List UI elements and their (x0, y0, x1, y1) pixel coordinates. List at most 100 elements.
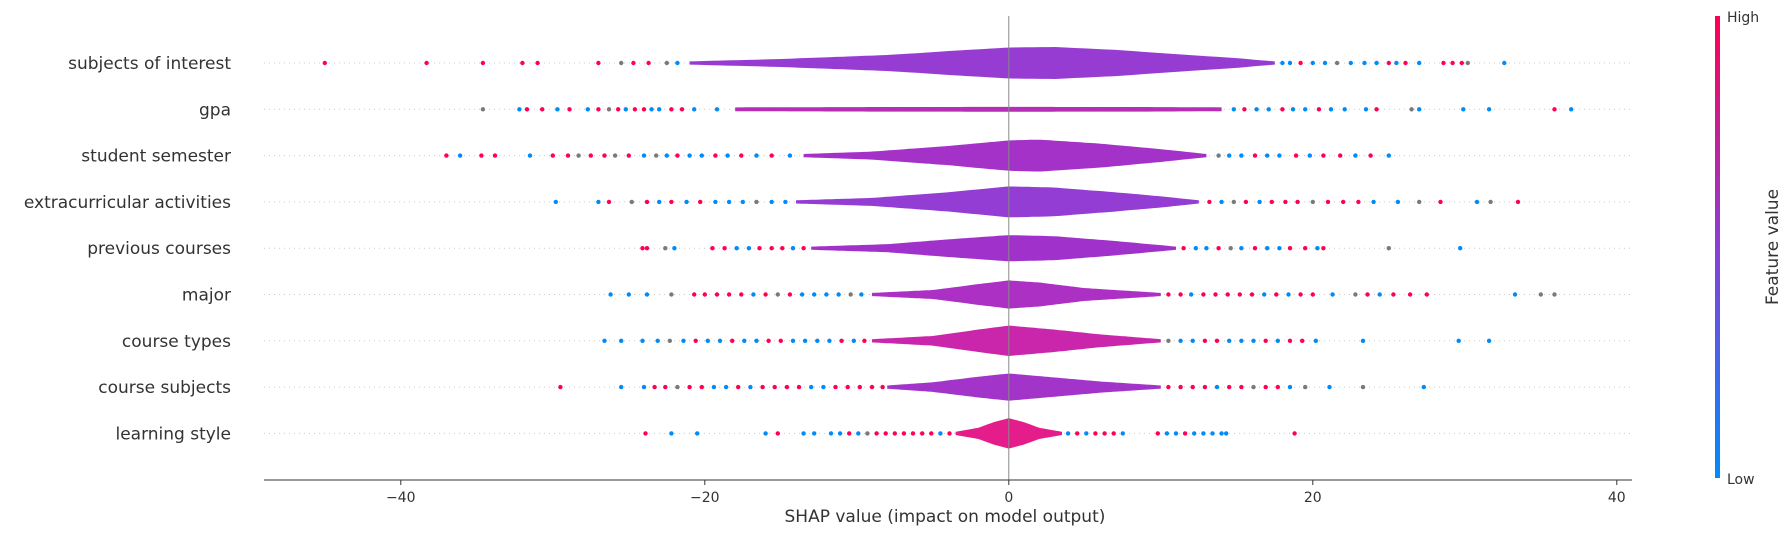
outlier-point (1231, 107, 1237, 112)
outlier-point (619, 60, 624, 66)
outlier-point (629, 199, 634, 205)
outlier-point (1227, 384, 1232, 390)
outlier-point (1316, 107, 1322, 112)
outlier-point (1251, 338, 1256, 343)
outlier-point (739, 153, 744, 158)
outlier-point (1239, 153, 1244, 158)
outlier-point (480, 60, 486, 66)
outlier-point (784, 384, 790, 390)
feature-row: course types (122, 325, 1632, 356)
outlier-point (1292, 431, 1297, 436)
outlier-point (699, 384, 704, 390)
outlier-point (602, 338, 607, 343)
outlier-point (754, 153, 759, 158)
outlier-point (1249, 292, 1255, 297)
outlier-point (1263, 338, 1268, 343)
outlier-point (558, 384, 563, 390)
outlier-point (1417, 60, 1422, 66)
outlier-point (726, 199, 732, 205)
outlier-point (553, 199, 558, 205)
outlier-point (763, 292, 768, 297)
outlier-point (1315, 246, 1320, 251)
outlier-point (717, 338, 723, 343)
outlier-point (681, 338, 686, 343)
outlier-point (1290, 107, 1296, 112)
outlier-point (1166, 292, 1171, 297)
outlier-point (1338, 153, 1343, 158)
outlier-point (1263, 384, 1268, 390)
x-axis: −40 −20 0 20 40 SHAP value (impact on model … (264, 16, 1632, 527)
outlier-point (1201, 431, 1206, 436)
outlier-point (1461, 107, 1466, 112)
outlier-point (851, 338, 856, 343)
outlier-point (1295, 199, 1300, 205)
outlier-point (1252, 246, 1258, 251)
outlier-point (947, 431, 952, 436)
outlier-point (1374, 60, 1379, 66)
outlier-point (1298, 292, 1303, 297)
outlier-point (588, 153, 593, 158)
outlier-point (1486, 338, 1492, 343)
feature-row: major (182, 280, 1632, 309)
outlier-point (809, 384, 814, 390)
outlier-point (675, 384, 680, 390)
outlier-point (479, 153, 484, 158)
outlier-point (1488, 199, 1493, 205)
outlier-point (1391, 292, 1396, 297)
outlier-point (612, 153, 618, 158)
outlier-point (1201, 292, 1206, 297)
outlier-point (540, 107, 545, 112)
outlier-point (1219, 199, 1224, 205)
outlier-point (723, 384, 729, 390)
outlier-point (663, 384, 668, 390)
outlier-point (1287, 338, 1293, 343)
feature-row: subjects of interest (68, 47, 1632, 79)
outlier-point (608, 292, 613, 297)
outlier-point (796, 384, 802, 390)
outlier-point (1192, 431, 1197, 436)
outlier-point (1552, 292, 1557, 297)
outlier-point (1190, 384, 1195, 390)
outlier-point (1360, 384, 1366, 390)
outlier-point (664, 153, 669, 158)
outlier-point (1178, 384, 1183, 390)
outlier-point (790, 246, 796, 251)
outlier-point (1307, 153, 1313, 158)
outlier-point (646, 60, 651, 66)
outlier-point (775, 292, 780, 297)
outlier-point (769, 153, 774, 158)
outlier-point (910, 431, 916, 436)
outlier-point (713, 153, 718, 158)
outlier-point (742, 338, 747, 343)
outlier-point (1353, 153, 1358, 158)
outlier-point (845, 384, 850, 390)
outlier-point (640, 338, 645, 343)
outlier-point (799, 292, 805, 297)
outlier-point (801, 431, 806, 436)
outlier-point (517, 107, 522, 112)
outlier-point (1166, 384, 1171, 390)
outlier-point (862, 338, 867, 343)
outlier-point (757, 246, 762, 251)
outlier-point (839, 338, 844, 343)
outlier-point (736, 384, 741, 390)
outlier-point (812, 292, 817, 297)
outlier-point (1386, 60, 1392, 66)
outlier-point (1407, 292, 1413, 297)
outlier-point (901, 431, 907, 436)
x-tick-label: 40 (1608, 490, 1626, 506)
colorbar-gradient (1715, 16, 1720, 478)
outlier-point (1403, 60, 1408, 66)
outlier-point (714, 292, 720, 297)
outlier-point (692, 107, 697, 112)
outlier-point (1386, 153, 1392, 158)
outlier-point (1275, 338, 1281, 343)
outlier-point (520, 60, 525, 66)
feature-label: course types (122, 332, 231, 352)
outlier-point (1120, 431, 1126, 436)
outlier-point (1360, 338, 1366, 343)
violin-body (872, 325, 1161, 356)
outlier-point (623, 107, 628, 112)
outlier-point (869, 384, 875, 390)
